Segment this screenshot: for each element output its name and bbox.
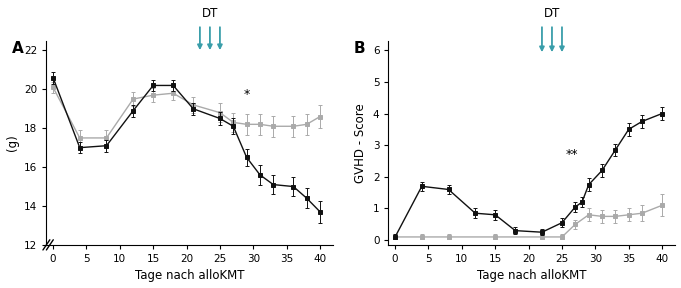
Y-axis label: GVHD - Score: GVHD - Score xyxy=(354,103,367,183)
Text: B: B xyxy=(354,41,366,56)
Text: **: ** xyxy=(566,148,578,161)
Text: DT: DT xyxy=(202,7,218,20)
Text: A: A xyxy=(12,41,24,56)
X-axis label: Tage nach alloKMT: Tage nach alloKMT xyxy=(477,270,587,283)
Y-axis label: (g): (g) xyxy=(5,134,18,151)
Text: *: * xyxy=(244,88,250,101)
Text: DT: DT xyxy=(543,7,560,20)
X-axis label: Tage nach alloKMT: Tage nach alloKMT xyxy=(135,270,244,283)
